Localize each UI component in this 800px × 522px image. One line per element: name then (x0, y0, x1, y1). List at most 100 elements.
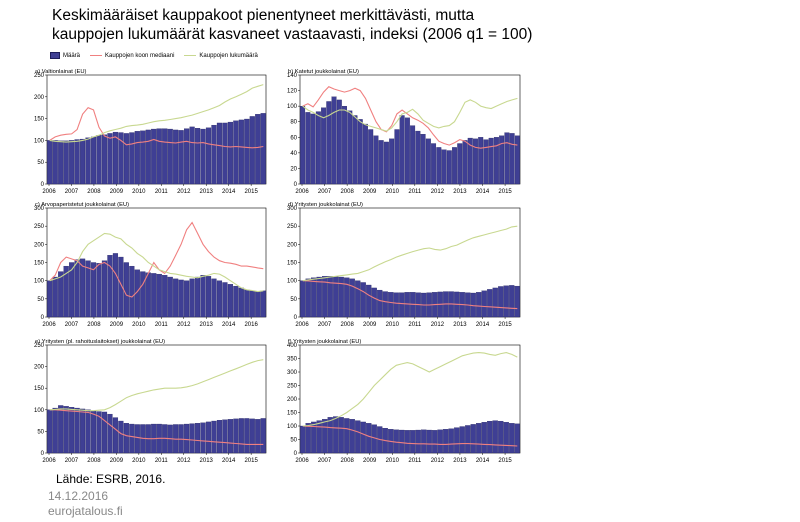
y-tick-label: 300 (287, 370, 298, 376)
bar (300, 425, 306, 454)
y-tick-label: 100 (34, 279, 45, 285)
bar (129, 423, 135, 454)
y-tick-label: 100 (287, 279, 298, 285)
y-tick-label: 100 (34, 138, 45, 144)
bar (492, 420, 498, 454)
bar (388, 292, 394, 318)
bar (211, 420, 217, 454)
bar (436, 147, 442, 185)
bar (123, 133, 129, 185)
x-tick-label: 2010 (386, 189, 400, 195)
bar (238, 287, 244, 318)
bar (476, 423, 482, 454)
x-tick-label: 2015 (244, 189, 258, 195)
x-tick-label: 2009 (363, 189, 377, 195)
bar (74, 407, 80, 454)
legend-swatch-bars (50, 52, 60, 59)
bar (382, 291, 388, 318)
bar (211, 124, 217, 185)
y-tick-label: 300 (287, 206, 298, 212)
panel-title: c) Arvopaperistetut joukkolainat (EU) (35, 202, 129, 208)
y-tick-label: 0 (294, 315, 298, 321)
bar (205, 127, 212, 185)
bar (454, 427, 460, 454)
bar (437, 429, 443, 454)
bar (178, 130, 184, 185)
bar (498, 286, 504, 318)
x-tick-label: 2012 (177, 458, 191, 464)
x-tick-label: 2009 (110, 458, 124, 464)
median-line (302, 86, 518, 149)
bar (90, 262, 97, 318)
y-tick-label: 50 (37, 297, 44, 303)
bar (200, 275, 206, 318)
bar (249, 418, 255, 454)
y-tick-label: 0 (294, 182, 298, 188)
x-tick-label: 2009 (363, 458, 377, 464)
bar (184, 423, 190, 454)
x-tick-label: 2006 (42, 458, 56, 464)
bar (509, 285, 515, 318)
bar (488, 137, 494, 185)
bar (184, 128, 190, 185)
x-tick-label: 2006 (295, 458, 309, 464)
bar (260, 290, 266, 318)
bar (189, 423, 195, 454)
bar (118, 132, 124, 185)
bar (410, 430, 416, 454)
bar (216, 420, 223, 454)
bar (145, 129, 151, 185)
bar (58, 405, 64, 454)
x-tick-label: 2015 (498, 189, 512, 195)
bar (426, 429, 432, 454)
x-tick-label: 2008 (340, 458, 354, 464)
bar (222, 282, 228, 318)
bar (487, 289, 493, 318)
bar (481, 422, 487, 454)
bar (260, 418, 266, 454)
bar (481, 290, 487, 318)
bar (509, 423, 515, 454)
bar (140, 271, 146, 318)
x-tick-label: 2011 (408, 458, 422, 464)
chart-panel-5: e) Yritysten (pl. rahoituslaitokset) jou… (34, 339, 267, 464)
bar (336, 99, 342, 185)
x-tick-label: 2008 (340, 189, 354, 195)
chart-panel-4: d) Yritysten joukkolainat (EU) 0 50 100 150 2… (287, 202, 521, 328)
bar (373, 135, 379, 185)
bar (156, 128, 162, 185)
bar (305, 423, 311, 454)
bar (63, 265, 69, 318)
x-tick-label: 2007 (65, 458, 79, 464)
bar (349, 278, 355, 318)
x-tick-label: 2011 (155, 189, 169, 195)
bar (366, 423, 372, 454)
bar (452, 147, 457, 185)
bar (151, 273, 157, 318)
bar (431, 143, 437, 185)
bar (483, 139, 489, 185)
bar (233, 285, 239, 318)
chart-panel-6: f) Yritysten joukkolainat (EU) 0 50 100 150 2… (287, 339, 521, 464)
bar (425, 138, 431, 185)
y-tick-label: 200 (287, 242, 298, 248)
page-title: Keskimääräiset kauppakoot pienentyneet m… (52, 6, 612, 44)
bar (194, 128, 201, 185)
x-tick-label: 2014 (476, 322, 490, 328)
bar (47, 409, 53, 454)
bar (338, 276, 344, 318)
x-tick-label: 2009 (110, 322, 124, 328)
bar (389, 138, 395, 185)
legend: Määrä Kauppojen koon mediaani Kauppojen … (50, 52, 258, 59)
bar (249, 116, 255, 185)
bar (52, 407, 58, 454)
source-note: Lähde: ESRB, 2016. (56, 472, 166, 486)
bar (211, 278, 217, 318)
x-tick-label: 2011 (408, 189, 422, 195)
bar (222, 419, 228, 454)
bar (478, 137, 484, 185)
x-tick-label: 2013 (200, 322, 214, 328)
bar (360, 282, 366, 318)
bar (326, 101, 332, 185)
bar (96, 135, 102, 185)
